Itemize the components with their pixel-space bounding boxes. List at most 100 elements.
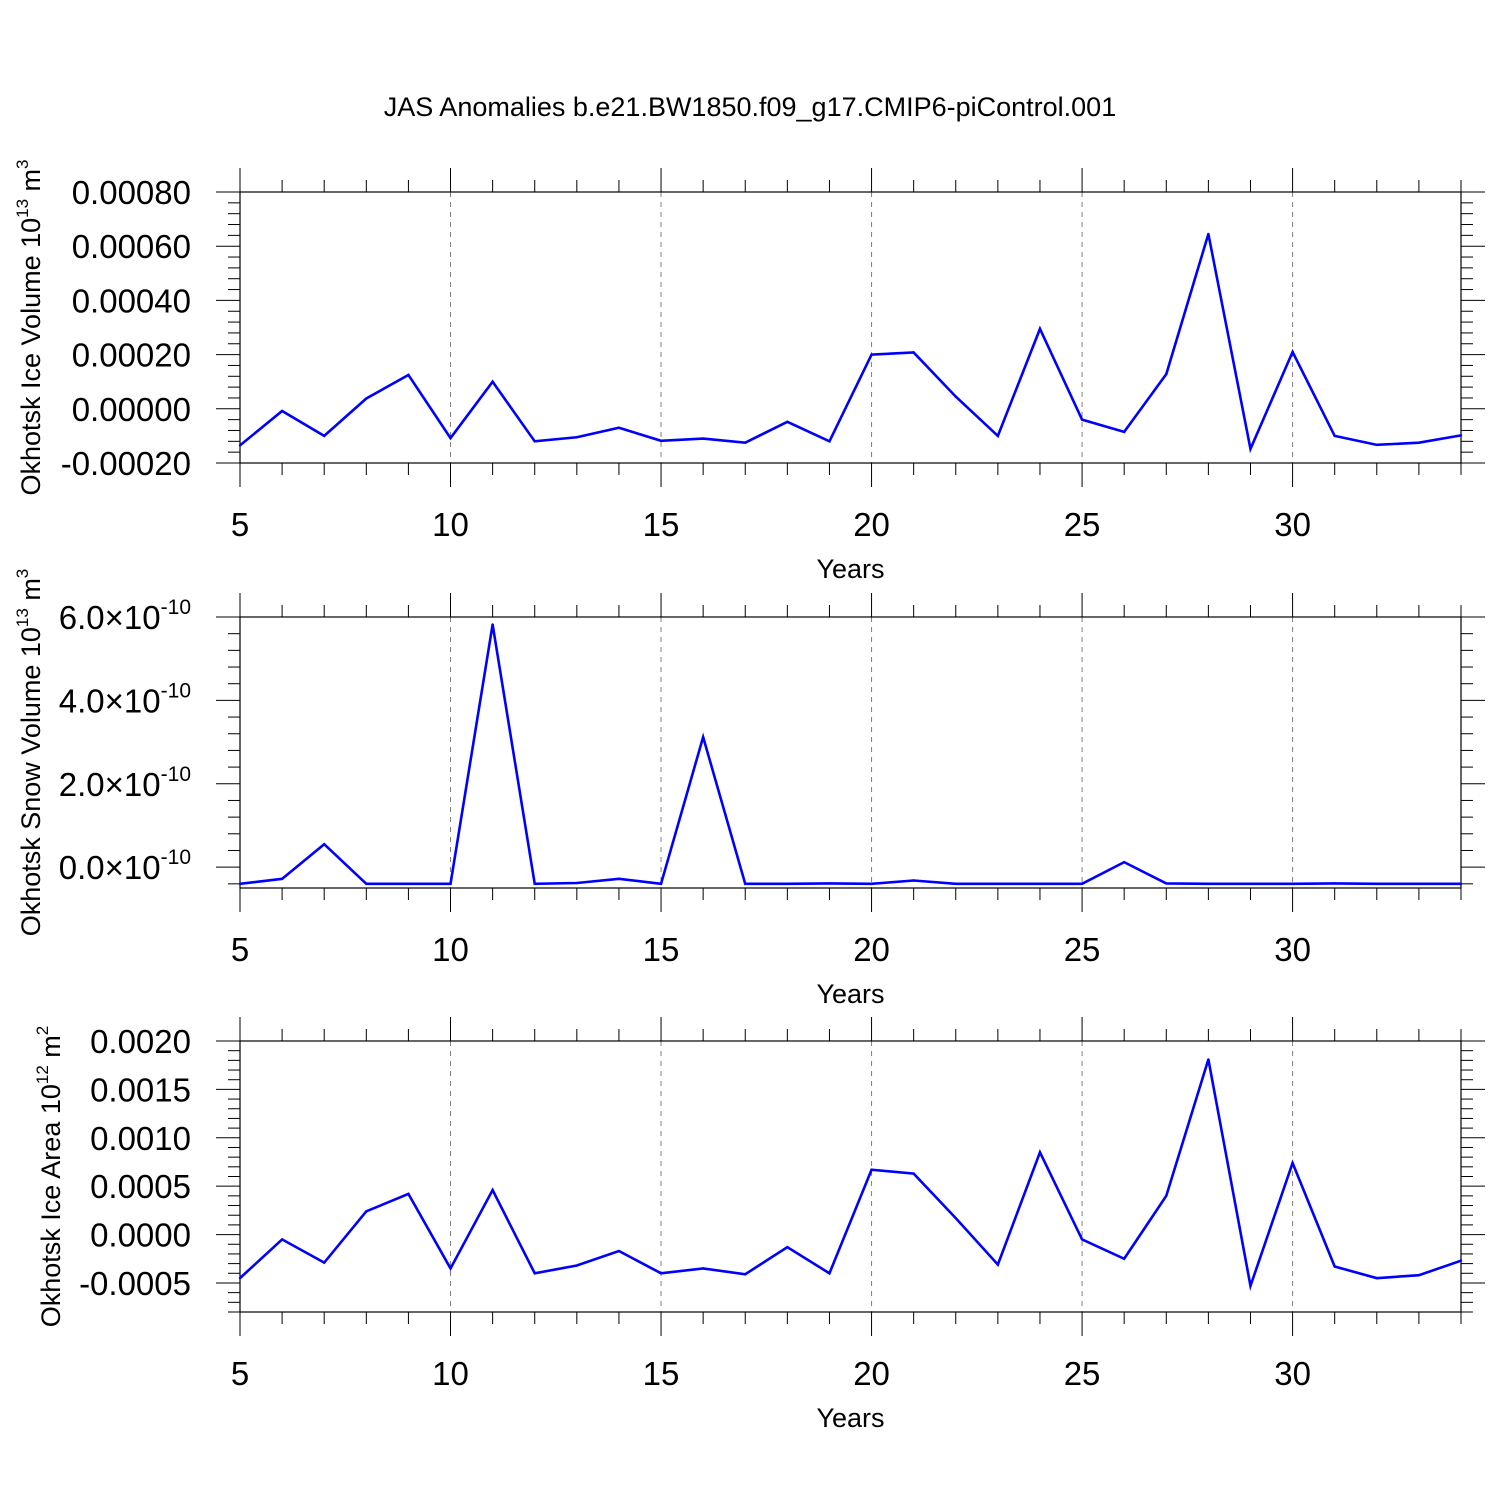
panel1-data-point	[365, 397, 368, 400]
panel1-data-point	[1417, 441, 1421, 444]
panel3-data-point	[449, 1267, 452, 1270]
panel3-data-point	[617, 1249, 621, 1253]
panel3-data-point	[1122, 1257, 1126, 1260]
panel2-x-tick-label: 5	[231, 931, 249, 968]
panel1-y-tick-label: 0.00040	[72, 282, 191, 319]
panel3-data-point	[1459, 1259, 1463, 1262]
panel3-y-tick-label: 0.0010	[90, 1120, 191, 1157]
panel3-data-point	[954, 1216, 957, 1220]
panel3-data-point	[828, 1272, 831, 1275]
panel1-x-tick-label: 5	[231, 506, 249, 543]
panel1-data-point	[786, 420, 789, 424]
panel2-x-tick-label: 30	[1274, 931, 1311, 968]
panel2-data-point	[1249, 882, 1252, 886]
panel3-data-point	[1080, 1238, 1084, 1241]
panel3-data-point	[1375, 1276, 1378, 1280]
panel2-data-point	[280, 877, 284, 881]
panel1-data-point	[575, 436, 579, 439]
panel1-data-point	[407, 373, 410, 377]
panel1-data-point	[238, 444, 242, 447]
panel3-data-point	[744, 1273, 747, 1276]
panel1-data-point	[1165, 372, 1168, 376]
panel1-data-point	[954, 395, 957, 398]
panel2-data-point	[617, 877, 621, 881]
panel2-series-line	[239, 624, 1461, 886]
panel2-x-tick-label: 15	[643, 931, 680, 968]
panel3-data-point	[575, 1264, 579, 1267]
panel3-data-point	[1207, 1058, 1210, 1061]
panel1-series-line	[239, 233, 1462, 454]
panel2-x-tick-label: 10	[432, 931, 469, 968]
panel3-x-axis-label: Years	[816, 1403, 884, 1433]
panel1-data-point	[491, 380, 494, 383]
panel3-y-tick-label: 0.0005	[90, 1168, 191, 1205]
panel2-y-tick-label: 2.0×10-10	[59, 763, 191, 803]
panel3-data-point	[407, 1192, 410, 1196]
panel1-data-point	[744, 441, 747, 444]
panel3-x-tick-label: 30	[1274, 1355, 1311, 1392]
panel1-y-tick-label: 0.00020	[72, 337, 191, 374]
panel1-y-tick-label: 0.00000	[72, 391, 191, 428]
panel1-data-point	[1249, 447, 1252, 451]
panel2-data-point	[365, 882, 368, 886]
panel2-data-point	[659, 882, 663, 886]
panel1-data-point	[1459, 434, 1463, 437]
panel1-x-axis-label: Years	[816, 554, 884, 584]
panel1-data-point	[323, 434, 326, 438]
panel3-data-point	[1038, 1151, 1042, 1154]
panel2-data-point	[323, 843, 326, 846]
panel1-x-tick-label: 25	[1064, 506, 1101, 543]
panel2-data-point	[1291, 882, 1294, 886]
panel2-data-point	[575, 881, 579, 885]
panel2-data-point	[1038, 882, 1042, 886]
panel1-x-tick-label: 15	[643, 506, 680, 543]
panel3-data-point	[912, 1172, 915, 1175]
panel1-data-point	[280, 409, 284, 413]
panel3-data-point	[491, 1188, 494, 1192]
panel1-data-point	[533, 440, 536, 443]
panel2-data-point	[1207, 882, 1210, 886]
panel1-data-point	[449, 436, 452, 440]
panel2-data-point	[828, 882, 831, 885]
panel2-data-point	[912, 879, 915, 882]
panel1-data-point	[828, 440, 831, 443]
panel3-data-point	[1333, 1265, 1336, 1268]
panel2-data-point	[238, 882, 242, 886]
panel1-x-tick-label: 10	[432, 506, 469, 543]
panel2-data-point	[786, 882, 789, 886]
panel1-data-point	[1333, 434, 1336, 438]
panel3-y-tick-label: 0.0020	[90, 1023, 191, 1060]
panel2-data-point	[954, 882, 957, 886]
figure-title: JAS Anomalies b.e21.BW1850.f09_g17.CMIP6…	[384, 92, 1116, 122]
panel3-data-point	[365, 1210, 368, 1213]
panel3-x-tick-label: 15	[643, 1355, 680, 1392]
panel2-data-point	[491, 623, 494, 626]
panel1-data-point	[1207, 232, 1210, 236]
panel3-x-tick-label: 5	[231, 1355, 249, 1392]
panel1-y-axis-label: Okhotsk Ice Volume 1013 m3	[13, 159, 46, 495]
panel1-y-tick-label: 0.00080	[72, 174, 191, 211]
panel3-series-line	[239, 1059, 1462, 1291]
panel1-data-point	[996, 434, 1000, 438]
panel1-data-point	[1375, 443, 1378, 447]
panel3-plot-frame	[239, 1040, 1462, 1313]
panel2-data-point	[870, 882, 873, 886]
panel2-x-axis-label: Years	[816, 979, 884, 1009]
panel3-data-point	[786, 1245, 789, 1249]
panel3-y-tick-label: 0.0000	[90, 1217, 191, 1254]
panel1-x-tick-label: 20	[853, 506, 890, 543]
panel3-data-point	[1417, 1274, 1421, 1277]
panel3-data-point	[323, 1261, 326, 1264]
panel2-data-point	[533, 882, 536, 886]
panel1-data-point	[1291, 350, 1294, 354]
panel2-data-point	[1122, 860, 1126, 864]
panel3-x-tick-label: 25	[1064, 1355, 1101, 1392]
panel2-y-axis-label: Okhotsk Snow Volume 1013 m3	[13, 569, 46, 937]
panel2-data-point	[996, 882, 1000, 886]
panel3-data-point	[533, 1272, 536, 1275]
panel1-y-tick-label: 0.00060	[72, 228, 191, 265]
panel1-plot-frame	[239, 191, 1462, 464]
panel1-data-point	[912, 351, 915, 354]
panel2-y-tick-label: 6.0×10-10	[59, 596, 191, 636]
panel3-y-axis-label: Okhotsk Ice Area 1012 m2	[33, 1026, 66, 1328]
